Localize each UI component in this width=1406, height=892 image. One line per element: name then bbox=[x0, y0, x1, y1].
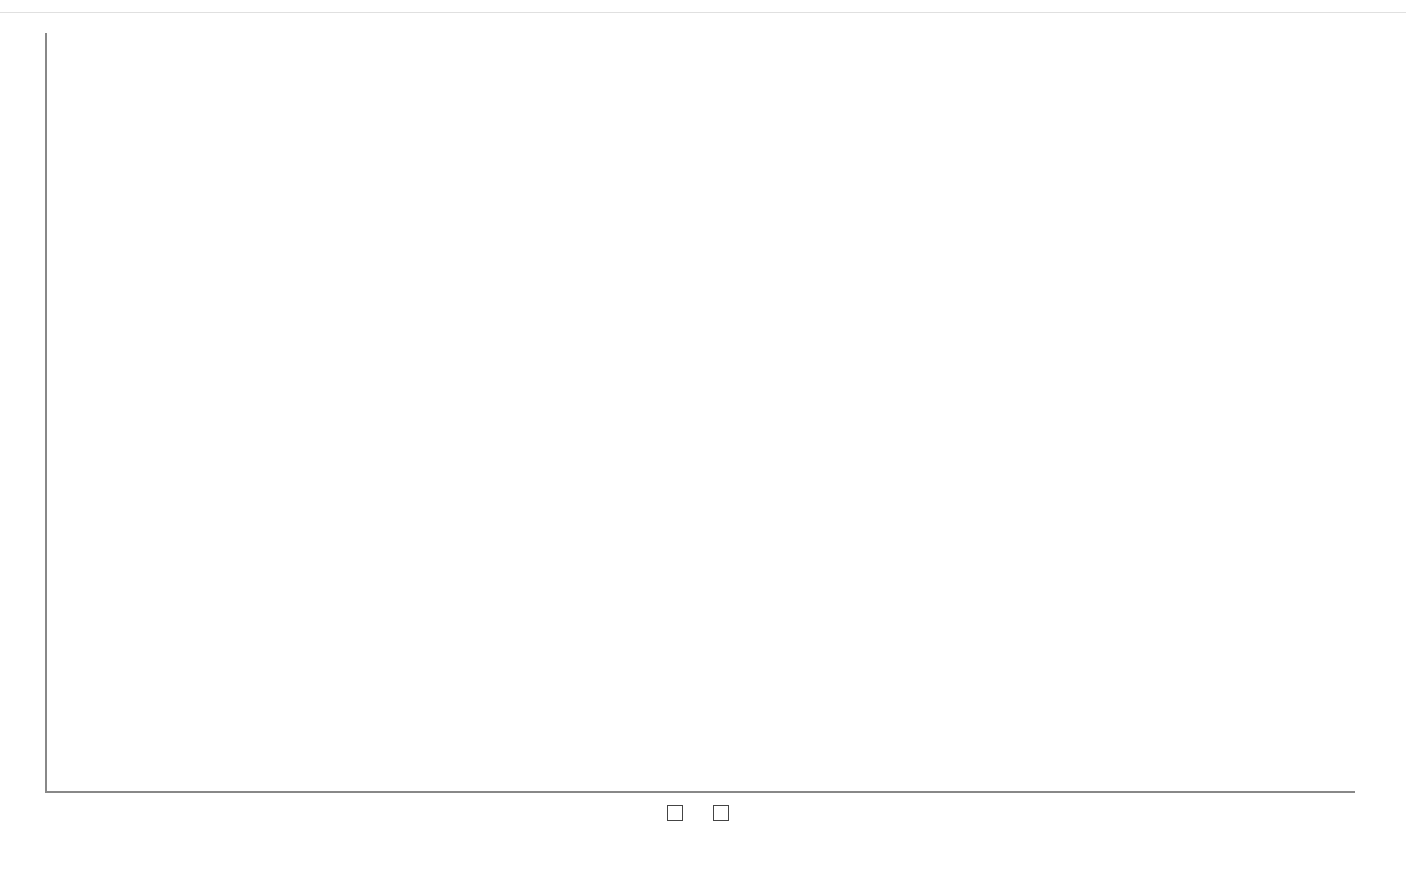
legend-item-scottish bbox=[667, 805, 689, 821]
legend-swatch-icon bbox=[667, 805, 683, 821]
legend-item-capeverdeans bbox=[713, 805, 735, 821]
plot-region bbox=[45, 33, 1355, 793]
legend-swatch-icon bbox=[713, 805, 729, 821]
legend bbox=[667, 805, 735, 821]
chart-header bbox=[0, 0, 1406, 13]
chart-area bbox=[0, 13, 1406, 843]
